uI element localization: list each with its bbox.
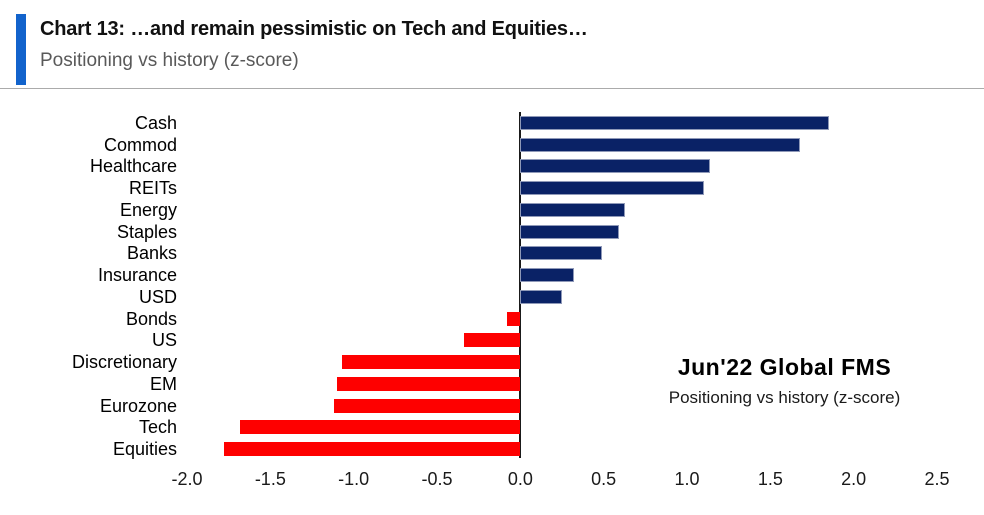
bar-usd — [520, 289, 562, 304]
x-tick-label: -2.0 — [171, 469, 203, 489]
category-label-healthcare: Healthcare — [89, 156, 177, 177]
category-label-energy: Energy — [119, 199, 177, 220]
page-title: Chart 13: …and remain pessimistic on Tec… — [40, 18, 588, 40]
category-label-banks: Banks — [126, 243, 177, 264]
bar-eurozone — [333, 398, 521, 413]
bar-cash — [520, 115, 829, 130]
category-label-cash: Cash — [134, 112, 177, 133]
bar-insurance — [520, 268, 574, 283]
bar-reits — [520, 181, 704, 196]
category-label-staples: Staples — [116, 221, 177, 242]
category-label-eurozone: Eurozone — [99, 395, 177, 416]
category-label-equities: Equities — [112, 439, 177, 460]
page-subtitle: Positioning vs history (z-score) — [40, 50, 299, 71]
x-tick-label: -1.5 — [254, 469, 286, 489]
x-tick-label: 1.0 — [674, 469, 700, 489]
x-tick-label: 2.0 — [841, 469, 867, 489]
bar-us — [463, 333, 521, 348]
category-label-commod: Commod — [103, 134, 177, 155]
annotation-title: Jun'22 Global FMS — [677, 354, 892, 380]
bar-bonds — [507, 311, 521, 326]
zero-axis-line — [519, 112, 521, 458]
category-label-insurance: Insurance — [97, 265, 177, 286]
category-label-discretionary: Discretionary — [71, 352, 177, 373]
category-label-tech: Tech — [138, 417, 177, 438]
annotation-subtitle: Positioning vs history (z-score) — [668, 388, 901, 407]
category-label-usd: USD — [138, 286, 177, 307]
bar-equities — [223, 442, 521, 457]
bar-staples — [520, 224, 619, 239]
x-tick-label: -1.0 — [338, 469, 370, 489]
annotation: Jun'22 Global FMS Positioning vs history… — [612, 354, 957, 408]
category-label-us: US — [151, 330, 177, 351]
category-label-reits: REITs — [128, 178, 177, 199]
x-tick-label: 2.5 — [924, 469, 950, 489]
bar-healthcare — [520, 159, 711, 174]
bar-commod — [520, 137, 801, 152]
x-tick-label: 0.0 — [507, 469, 533, 489]
header-divider — [0, 88, 984, 89]
bar-em — [337, 376, 521, 391]
bar-banks — [520, 246, 602, 261]
category-label-bonds: Bonds — [125, 308, 177, 329]
bar-energy — [520, 202, 626, 217]
title-accent-bar — [16, 14, 26, 85]
x-tick-label: 0.5 — [591, 469, 617, 489]
bar-tech — [240, 420, 521, 435]
x-tick-label: 1.5 — [757, 469, 783, 489]
x-tick-label: -0.5 — [421, 469, 453, 489]
category-label-em: EM — [150, 373, 177, 394]
bar-discretionary — [342, 355, 521, 370]
